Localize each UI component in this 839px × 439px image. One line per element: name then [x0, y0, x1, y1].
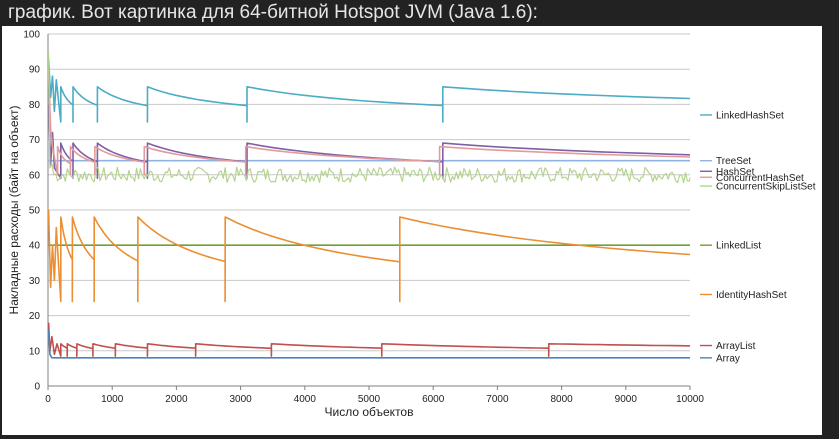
legend-label-linkedhashset: LinkedHashSet: [716, 110, 784, 121]
series-line-concurrentskiplistset: [48, 51, 691, 184]
overhead-line-chart: 0 10 20 30 40 50 60 70 80 90 100 0 1000 2000 3000 4000…: [7, 30, 816, 420]
end-labels: LinkedHashSet TreeSetHashSetConcurrentHas…: [700, 110, 816, 364]
y-tick-label-70: 70: [29, 135, 41, 146]
legend-label-concurrenthashset: ConcurrentHashSet: [716, 173, 804, 184]
page-heading: график. Вот картинка для 64-битной Hotsp…: [8, 2, 538, 23]
y-tick-label-60: 60: [29, 170, 41, 181]
y-tick-label-30: 30: [29, 276, 41, 287]
legend-label-concurrentskiplistset: ConcurrentSkipListSet: [716, 182, 816, 193]
x-tick-label-5000: 5000: [358, 394, 381, 405]
y-tick-label-10: 10: [29, 346, 41, 357]
y-tick-label-90: 90: [29, 65, 41, 76]
x-axis-title: Число объектов: [325, 405, 414, 419]
legend-label-hashset: HashSet: [716, 167, 755, 178]
x-tick-label-9000: 9000: [615, 394, 638, 405]
x-tick-label-7000: 7000: [486, 394, 509, 405]
x-tick-label-2000: 2000: [165, 394, 188, 405]
y-tick-label-0: 0: [34, 382, 40, 393]
x-tick-label-1000: 1000: [101, 394, 124, 405]
x-tick-label-4000: 4000: [294, 394, 317, 405]
x-tick-label-10000: 10000: [676, 394, 704, 405]
y-tick-label-20: 20: [29, 311, 41, 322]
series-line-linkedhashset: [47, 58, 691, 123]
series-line-concurrenthashset: [47, 69, 691, 176]
x-tick-label-3000: 3000: [229, 394, 252, 405]
y-tick-label-50: 50: [29, 206, 41, 217]
legend-label-array: Array: [716, 353, 740, 364]
series-line-identityhashset: [47, 209, 691, 303]
x-tick-label-6000: 6000: [422, 394, 445, 405]
legend-label-linkedlist: LinkedList: [716, 241, 761, 252]
series-line-array: [47, 329, 690, 359]
chart-panel: 0 10 20 30 40 50 60 70 80 90 100 0 1000 2000 3000 4000…: [2, 26, 822, 435]
x-axis: 0 1000 2000 3000 4000 5000 6000 7000 8000 9000 100…: [45, 385, 704, 405]
legend-label-arraylist: ArrayList: [716, 341, 756, 352]
legend-label-identityhashset: IdentityHashSet: [716, 290, 787, 301]
series-line-arraylist: [47, 322, 691, 357]
legend-label-treeset: TreeSet: [716, 156, 751, 167]
x-tick-label-8000: 8000: [550, 394, 573, 405]
y-axis-title: Накладные расходы (байт на объект): [7, 106, 21, 315]
grid-lines: [48, 33, 690, 352]
y-axis: 0 10 20 30 40 50 60 70 80 90 100: [23, 30, 49, 393]
y-tick-label-100: 100: [23, 30, 40, 41]
y-tick-label-40: 40: [29, 241, 41, 252]
series-lines: [47, 51, 691, 359]
x-tick-label-0: 0: [45, 394, 51, 405]
y-tick-label-80: 80: [29, 100, 41, 111]
